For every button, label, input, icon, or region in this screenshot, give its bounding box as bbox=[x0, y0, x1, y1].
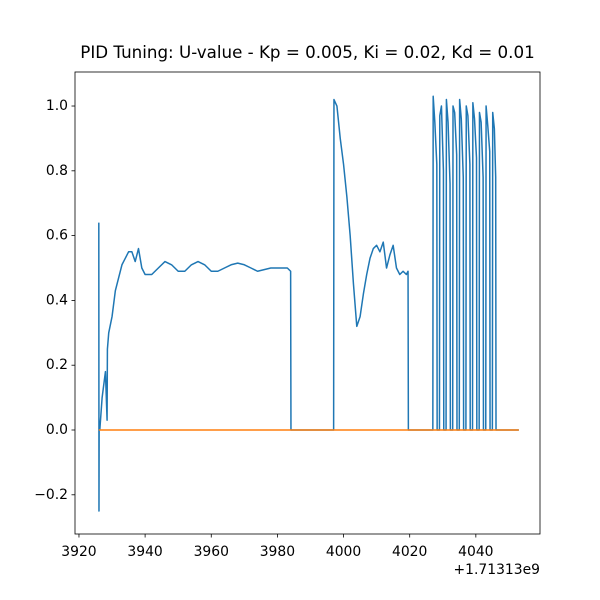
x-offset-label: +1.71313e9 bbox=[454, 562, 540, 578]
y-tick-label: 0.0 bbox=[46, 422, 68, 438]
x-tick-label: 3960 bbox=[194, 544, 229, 560]
chart-title: PID Tuning: U-value - Kp = 0.005, Ki = 0… bbox=[80, 42, 534, 62]
y-tick-label: 0.6 bbox=[46, 228, 68, 244]
y-tick-label: 1.0 bbox=[46, 98, 68, 114]
y-tick-label: 0.4 bbox=[46, 292, 68, 308]
data-line bbox=[98, 95, 519, 512]
x-tick-label: 4020 bbox=[392, 544, 427, 560]
x-tick-label: 3940 bbox=[127, 544, 162, 560]
y-tick-label: 0.2 bbox=[46, 357, 68, 373]
y-tick-label: 0.8 bbox=[46, 163, 68, 179]
x-tick-label: 3920 bbox=[61, 544, 96, 560]
x-tick-label: 3980 bbox=[260, 544, 295, 560]
x-tick-label: 4040 bbox=[458, 544, 493, 560]
x-tick-label: 4000 bbox=[326, 544, 361, 560]
y-tick-label: −0.2 bbox=[34, 487, 68, 503]
plot-frame bbox=[74, 71, 541, 535]
